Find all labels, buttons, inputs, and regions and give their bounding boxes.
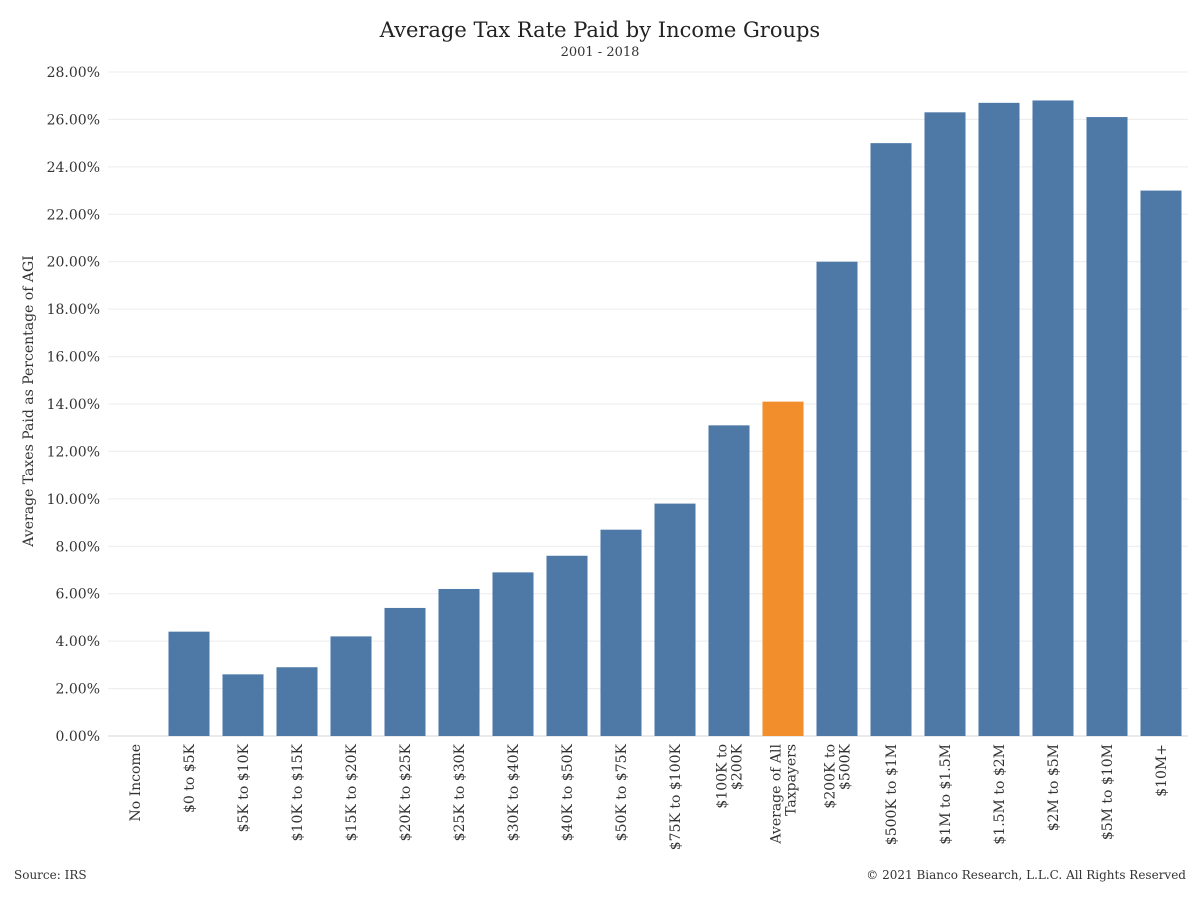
bar	[384, 607, 426, 736]
bar-chart: 0.00% 2.00% 4.00% 6.00% 8.00% 10.00% 12.00% 14.…	[21, 65, 1188, 850]
x-tick-label: $75K to $100K	[668, 743, 684, 850]
y-tick-label: 6.00%	[56, 587, 100, 603]
x-tick-label: $50K to $75K	[614, 743, 630, 841]
y-tick-label: 0.00%	[56, 729, 100, 745]
x-tick-label: $1.5M to $2M	[992, 744, 1008, 845]
bar	[600, 529, 642, 736]
x-tick-label: $20K to $25K	[398, 743, 414, 841]
y-tick-label: 2.00%	[56, 682, 100, 698]
y-tick-label: 16.00%	[47, 350, 100, 366]
bar	[870, 143, 912, 737]
x-tick-label: $1M to $1.5M	[938, 744, 954, 845]
bar	[816, 261, 858, 736]
y-tick-label: 4.00%	[56, 634, 100, 650]
x-tick-label-line: $500K to $1M	[884, 744, 900, 845]
x-tick-label-line: $200K to	[823, 744, 839, 809]
x-tick-label-line: $20K to $25K	[398, 743, 414, 841]
bars	[168, 100, 1182, 737]
y-axis: 0.00% 2.00% 4.00% 6.00% 8.00% 10.00% 12.00% 14.…	[47, 65, 100, 745]
bar	[924, 112, 966, 737]
y-tick-label: 26.00%	[47, 112, 100, 128]
x-tick-label: $500K to $1M	[884, 744, 900, 845]
x-tick-label-line: $75K to $100K	[668, 743, 684, 850]
bar	[492, 572, 534, 736]
x-tick-label: Average of All Taxpayers	[769, 743, 800, 844]
x-tick-label: $0 to $5K	[182, 743, 198, 813]
x-tick-label-line: $15K to $20K	[344, 743, 360, 841]
x-tick-label-line: $1M to $1.5M	[938, 744, 954, 845]
x-tick-label-line: $40K to $50K	[560, 743, 576, 841]
x-tick-label-line: $500K	[838, 743, 854, 790]
x-tick-label-line: $100K to	[715, 744, 731, 809]
x-tick-label: No Income	[128, 744, 144, 822]
x-tick-label-line: $1.5M to $2M	[992, 744, 1008, 845]
x-tick-label-line: $10M+	[1154, 744, 1170, 797]
bar	[1086, 117, 1128, 737]
bar	[276, 667, 318, 736]
bar	[708, 425, 750, 736]
x-tick-label-line: Average of All	[769, 743, 785, 844]
x-tick-label: $5K to $10K	[236, 743, 252, 832]
bar	[654, 503, 696, 736]
x-tick-label: $25K to $30K	[452, 743, 468, 841]
bar	[1032, 100, 1074, 736]
y-tick-label: 14.00%	[47, 397, 100, 413]
x-tick-label: $15K to $20K	[344, 743, 360, 841]
y-tick-label: 18.00%	[47, 302, 100, 318]
x-tick-label-line: $5M to $10M	[1100, 744, 1116, 840]
x-tick-label-line: Taxpayers	[784, 744, 800, 816]
y-tick-label: 22.00%	[47, 207, 100, 223]
x-tick-label: $2M to $5M	[1046, 744, 1062, 831]
gridlines	[108, 71, 1188, 737]
y-tick-label: 28.00%	[47, 65, 100, 81]
x-tick-label-line: $50K to $75K	[614, 743, 630, 841]
y-axis-title: Average Taxes Paid as Percentage of AGI	[21, 255, 37, 547]
bar	[438, 588, 480, 736]
bar-highlight	[762, 401, 804, 736]
x-tick-label-line: $10K to $15K	[290, 743, 306, 841]
y-tick-label: 20.00%	[47, 255, 100, 271]
x-tick-label-line: $30K to $40K	[506, 743, 522, 841]
bar	[546, 555, 588, 736]
chart-title: Average Tax Rate Paid by Income Groups	[379, 18, 821, 42]
bar	[978, 102, 1020, 737]
x-tick-label: $100K to $200K	[715, 743, 746, 808]
x-tick-label-line: No Income	[128, 744, 144, 822]
bar	[222, 674, 264, 736]
bar	[330, 636, 372, 736]
x-tick-label-line: $200K	[730, 743, 746, 790]
y-tick-label: 12.00%	[47, 444, 100, 460]
y-tick-label: 10.00%	[47, 492, 100, 508]
y-tick-label: 8.00%	[56, 539, 100, 555]
y-tick-label: 24.00%	[47, 160, 100, 176]
chart-subtitle: 2001 - 2018	[560, 45, 640, 60]
x-tick-label: $40K to $50K	[560, 743, 576, 841]
x-tick-label: $10M+	[1154, 744, 1170, 797]
copyright-note: © 2021 Bianco Research, L.L.C. All Right…	[866, 868, 1186, 882]
x-axis: No Income $0 to $5K $5K to $10K $10K to $15…	[128, 743, 1170, 850]
x-tick-label-line: $2M to $5M	[1046, 744, 1062, 831]
x-tick-label: $5M to $10M	[1100, 744, 1116, 840]
x-tick-label-line: $5K to $10K	[236, 743, 252, 832]
bar	[168, 631, 210, 736]
x-tick-label: $30K to $40K	[506, 743, 522, 841]
bar	[1140, 190, 1182, 737]
x-tick-label: $10K to $15K	[290, 743, 306, 841]
x-tick-label: $200K to $500K	[823, 743, 854, 808]
x-tick-label-line: $0 to $5K	[182, 743, 198, 813]
x-tick-label-line: $25K to $30K	[452, 743, 468, 841]
source-note: Source: IRS	[14, 868, 87, 882]
